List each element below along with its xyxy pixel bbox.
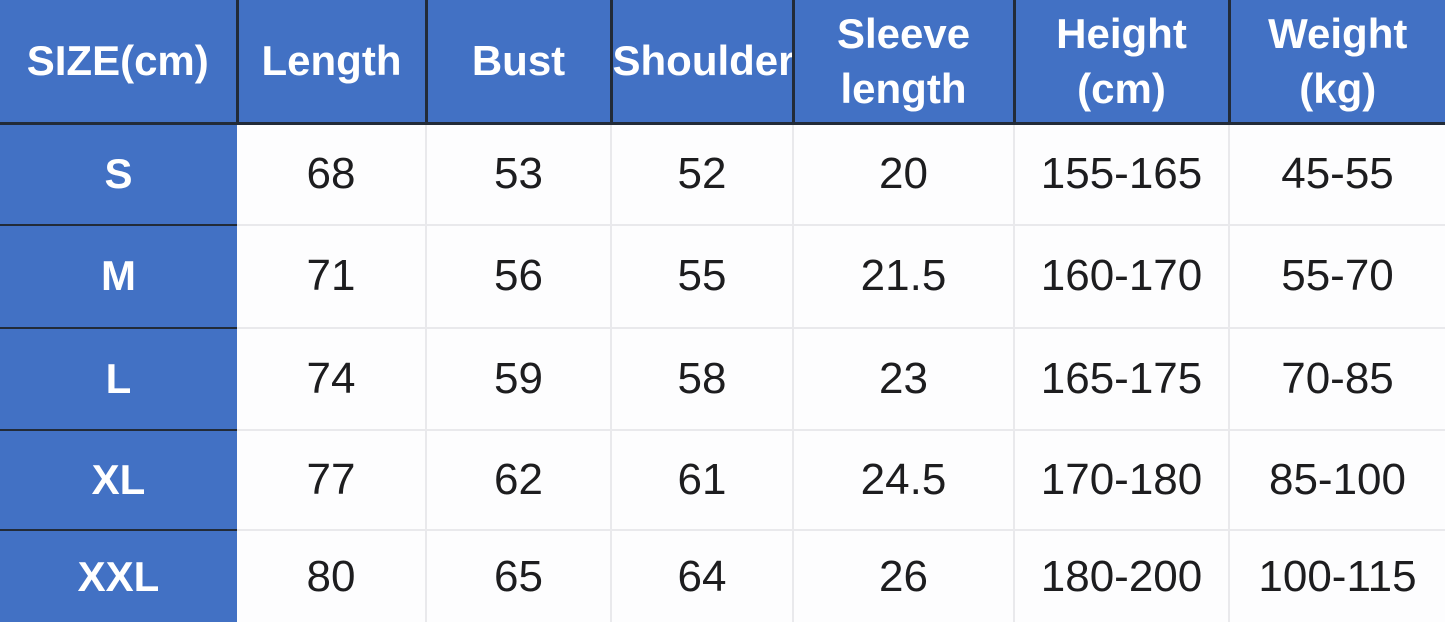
- value-cell-weight: 55-70: [1229, 224, 1445, 329]
- size-cell: XL: [0, 429, 237, 531]
- header-shoulder: Shoulder: [611, 0, 795, 125]
- value-cell-sleeve-length: 23: [793, 327, 1015, 431]
- table-row-xl: XL 77 62 61 24.5 170-180 85-100: [0, 429, 1445, 531]
- header-sleeve-length: Sleeve length: [793, 0, 1016, 125]
- value-cell-weight: 70-85: [1229, 327, 1445, 431]
- value-cell-sleeve-length: 26: [793, 529, 1015, 622]
- value-cell-height: 165-175: [1014, 327, 1230, 431]
- value-cell-bust: 65: [426, 529, 612, 622]
- value-cell-shoulder: 52: [611, 123, 794, 226]
- size-cell: S: [0, 123, 237, 226]
- header-size: SIZE(cm): [0, 0, 239, 125]
- value-cell-length: 68: [237, 123, 427, 226]
- value-cell-length: 71: [237, 224, 427, 329]
- table-row-m: M 71 56 55 21.5 160-170 55-70: [0, 224, 1445, 329]
- table-row-xxl: XXL 80 65 64 26 180-200 100-115: [0, 529, 1445, 622]
- header-row: SIZE(cm) Length Bust Shoulder Sleeve len…: [0, 0, 1445, 125]
- value-cell-length: 80: [237, 529, 427, 622]
- table-row-s: S 68 53 52 20 155-165 45-55: [0, 123, 1445, 226]
- value-cell-bust: 53: [426, 123, 612, 226]
- value-cell-height: 160-170: [1014, 224, 1230, 329]
- size-cell: XXL: [0, 529, 237, 622]
- value-cell-height: 170-180: [1014, 429, 1230, 531]
- value-cell-bust: 56: [426, 224, 612, 329]
- value-cell-length: 77: [237, 429, 427, 531]
- value-cell-shoulder: 61: [611, 429, 794, 531]
- value-cell-sleeve-length: 20: [793, 123, 1015, 226]
- size-cell: M: [0, 224, 237, 329]
- value-cell-shoulder: 64: [611, 529, 794, 622]
- value-cell-bust: 62: [426, 429, 612, 531]
- table-row-l: L 74 59 58 23 165-175 70-85: [0, 327, 1445, 431]
- value-cell-sleeve-length: 21.5: [793, 224, 1015, 329]
- value-cell-weight: 100-115: [1229, 529, 1445, 622]
- value-cell-weight: 45-55: [1229, 123, 1445, 226]
- value-cell-shoulder: 58: [611, 327, 794, 431]
- header-bust: Bust: [426, 0, 613, 125]
- value-cell-length: 74: [237, 327, 427, 431]
- value-cell-height: 180-200: [1014, 529, 1230, 622]
- value-cell-weight: 85-100: [1229, 429, 1445, 531]
- value-cell-sleeve-length: 24.5: [793, 429, 1015, 531]
- header-height: Height (cm): [1014, 0, 1231, 125]
- value-cell-shoulder: 55: [611, 224, 794, 329]
- value-cell-bust: 59: [426, 327, 612, 431]
- size-cell: L: [0, 327, 237, 431]
- value-cell-height: 155-165: [1014, 123, 1230, 226]
- header-weight: Weight (kg): [1229, 0, 1445, 125]
- header-length: Length: [237, 0, 428, 125]
